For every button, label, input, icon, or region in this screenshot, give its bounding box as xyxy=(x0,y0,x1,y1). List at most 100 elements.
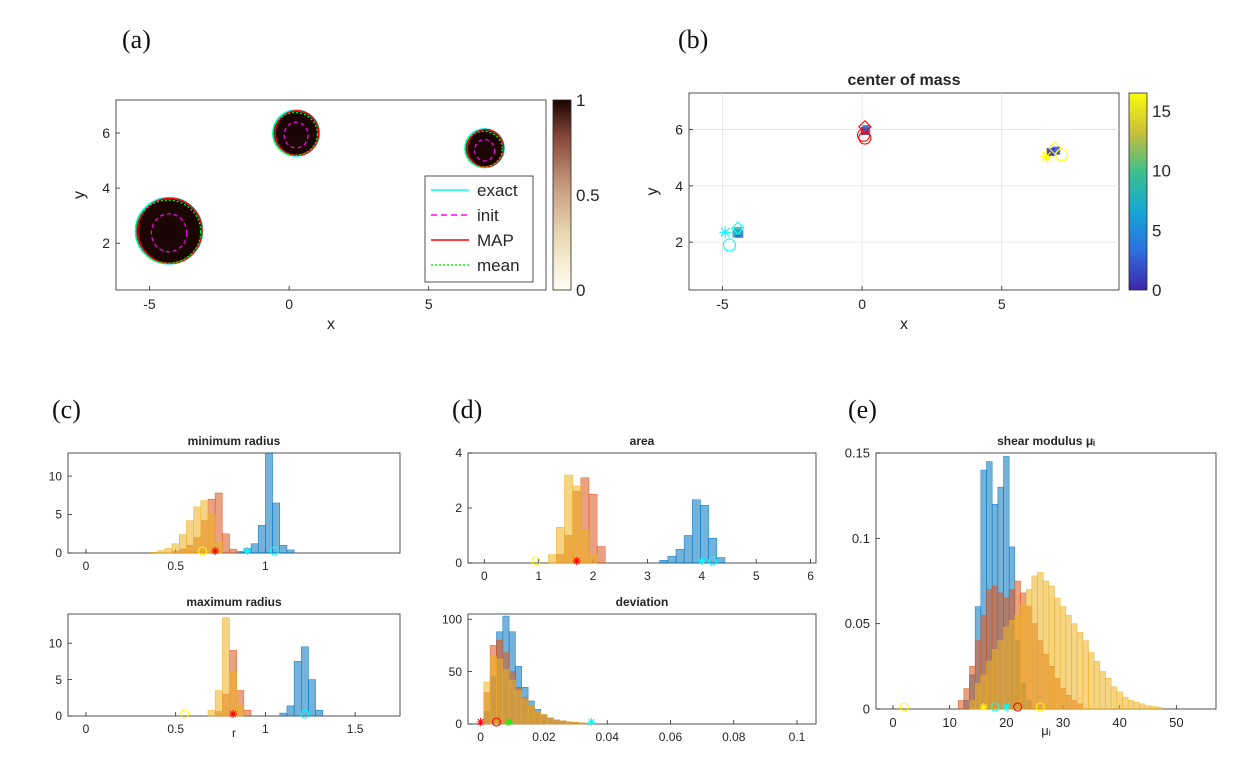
histogram-bar xyxy=(957,700,965,710)
chart-title: deviation xyxy=(616,595,669,609)
panel-label-a: (a) xyxy=(122,25,151,54)
y-axis-label: y xyxy=(644,188,661,196)
chart-title: maximum radius xyxy=(186,595,282,609)
histogram-bar xyxy=(236,704,245,717)
panel-label-b: (b) xyxy=(678,25,708,54)
colorbar-tick-label: 0 xyxy=(576,281,585,300)
map-contour xyxy=(466,128,505,168)
histogram-bar xyxy=(556,527,565,564)
histogram-bar xyxy=(1099,671,1106,710)
histogram-bar xyxy=(986,660,993,710)
marker-star xyxy=(979,703,988,711)
marker-star xyxy=(587,718,596,726)
legend-label-exact: exact xyxy=(477,181,518,200)
marker-circle xyxy=(1055,148,1069,162)
marker-circle xyxy=(180,709,190,719)
chart-d1: 0 1 2 3 4 5 6 0 2 4 area xyxy=(455,434,817,583)
y-tick-label: 10 xyxy=(49,636,63,650)
marker-star xyxy=(476,718,485,726)
marker-star xyxy=(1040,150,1053,163)
histogram-bar xyxy=(991,649,999,710)
histogram-bar xyxy=(572,485,582,564)
histogram-bar xyxy=(279,712,288,717)
marker-circle xyxy=(708,556,718,566)
histogram-bar xyxy=(963,688,970,710)
legend-label-init: init xyxy=(477,206,499,225)
histogram-bar xyxy=(1082,640,1089,710)
histogram-bar xyxy=(1076,631,1084,710)
y-tick-label: 6 xyxy=(102,125,110,141)
marker-circle xyxy=(1035,702,1045,712)
histogram-bar xyxy=(578,722,586,725)
marker-circle xyxy=(722,238,737,252)
y-tick-label: 0 xyxy=(55,546,62,560)
histogram-bar xyxy=(1071,623,1078,710)
x-tick-label: 10 xyxy=(942,715,956,730)
y-tick-label: 100 xyxy=(442,612,462,626)
colorbar-tick-label: 0.5 xyxy=(576,186,600,205)
histogram-bar xyxy=(1116,691,1123,710)
colorbar xyxy=(1128,92,1148,291)
y-tick-label: 4 xyxy=(675,178,683,194)
histogram-bar xyxy=(508,679,516,725)
marker-star xyxy=(697,557,706,565)
marker-circle xyxy=(856,128,871,142)
histogram-bar xyxy=(207,514,216,554)
colorbar-tick-label: 15 xyxy=(1152,102,1171,121)
histogram-bar xyxy=(483,681,491,725)
histogram-bar xyxy=(547,554,557,564)
histogram-bar xyxy=(515,690,523,725)
x-tick-label: 6 xyxy=(807,569,814,583)
histogram-bar xyxy=(997,640,1004,710)
histogram-bar xyxy=(521,698,529,725)
histogram-bar xyxy=(588,554,598,564)
histogram-bar xyxy=(150,551,158,554)
marker-star xyxy=(1002,703,1011,711)
sample-point xyxy=(733,226,742,235)
histogram-bar xyxy=(1054,597,1061,710)
histogram-bar xyxy=(286,549,295,554)
histogram-bar xyxy=(559,720,567,725)
colorbar-tick-label: 1 xyxy=(576,91,585,110)
y-tick-label: 0 xyxy=(455,717,462,731)
x-tick-label: 0.5 xyxy=(167,722,184,736)
marker-circle xyxy=(491,717,502,727)
colorbar-tick-label: 5 xyxy=(1152,221,1161,240)
marker-circle xyxy=(300,709,310,719)
histogram-bar xyxy=(1139,703,1146,710)
x-tick-label: 0.06 xyxy=(659,730,683,744)
marker-star xyxy=(211,547,220,555)
histogram-bar xyxy=(489,655,497,725)
chart-title: area xyxy=(630,434,655,448)
histogram-bar xyxy=(214,690,223,717)
y-tick-label: 0 xyxy=(55,709,62,723)
y-tick-label: 5 xyxy=(55,673,62,687)
histogram-bar xyxy=(207,709,216,717)
panel-label-e: (e) xyxy=(848,395,877,424)
histogram-bar xyxy=(700,505,709,564)
mean-contour xyxy=(134,199,202,265)
x-tick-label: 0 xyxy=(83,722,90,736)
chart-a: -5 0 5 2 4 6 x y exact init MAP mean 0 0.5 1 xyxy=(71,91,600,333)
sample-point xyxy=(1052,146,1061,155)
histogram-bar xyxy=(1025,589,1033,710)
histogram-bar xyxy=(1020,602,1027,710)
init-contour xyxy=(150,213,188,253)
y-tick-label: 0.05 xyxy=(845,616,870,631)
histogram-bar xyxy=(286,705,295,717)
inclusion-blob xyxy=(136,199,202,263)
histogram-bar xyxy=(1133,701,1140,710)
marker-star xyxy=(505,718,514,726)
colorbar xyxy=(552,99,572,291)
x-tick-label: 1.5 xyxy=(347,722,364,736)
histogram-bar xyxy=(1144,705,1152,710)
y-axis-label: y xyxy=(71,191,88,199)
histogram-bar xyxy=(496,658,504,725)
histogram-bar xyxy=(308,679,316,717)
marker-circle xyxy=(531,556,541,566)
histogram-bar xyxy=(1014,614,1021,710)
colorbar-tick-label: 0 xyxy=(1152,281,1161,300)
marker-circle xyxy=(990,702,1000,712)
histogram-bar xyxy=(1127,700,1135,710)
